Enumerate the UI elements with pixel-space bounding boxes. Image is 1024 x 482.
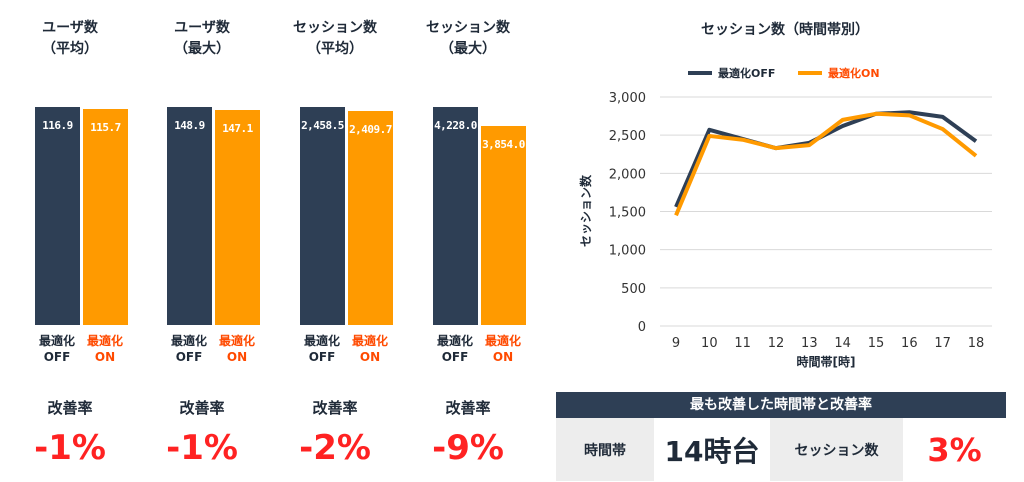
bar-label-off-line1: 最適化 <box>170 334 207 348</box>
summary-time-label: 時間帯 <box>556 418 654 481</box>
kpi-title-line1: ユーザ数 <box>174 20 230 36</box>
rate-label: 改善率 <box>312 399 358 417</box>
summary-metric-value: 3% <box>903 418 1006 481</box>
bar-off-value: 148.9 <box>174 119 205 132</box>
bar-label-on: 最適化 ON <box>346 333 394 365</box>
kpi-title: ユーザ数 （最大） <box>142 18 262 60</box>
x-tick-label: 12 <box>768 336 785 351</box>
rate-value: -2% <box>299 428 371 468</box>
y-axis-label: セッション数 <box>578 174 593 247</box>
rate-label: 改善率 <box>445 399 491 417</box>
bar-off-value: 4,228.0 <box>434 119 477 132</box>
bar-label-on-line2: ON <box>94 350 116 364</box>
x-tick-label: 10 <box>701 336 718 351</box>
x-tick-label: 14 <box>834 336 851 351</box>
series-line <box>674 110 978 208</box>
x-tick-label: 11 <box>734 336 751 351</box>
bar-label-on: 最適化 ON <box>479 333 527 365</box>
summary-metric-label: セッション数 <box>770 418 903 481</box>
kpi-title: ユーザ数 （平均） <box>10 18 130 60</box>
bar-on: 2,409.7 <box>348 111 393 325</box>
bar-off: 4,228.0 <box>433 107 478 325</box>
bar-label-on-line1: 最適化 <box>351 334 388 348</box>
x-tick-label: 13 <box>801 336 818 351</box>
kpi-title-line2: （最大） <box>174 41 230 57</box>
x-axis-label: 時間帯[時] <box>797 354 856 369</box>
x-tick-label: 18 <box>968 336 985 351</box>
x-tick-label: 16 <box>901 336 918 351</box>
kpi-title-line1: セッション数 <box>426 20 510 36</box>
session-line-chart: セッション数（時間帯別） 最適化OFF 最適化ON 0 500 1,000 1,500 2,0… <box>578 21 992 369</box>
bar-off: 116.9 <box>35 107 80 325</box>
bar-off: 2,458.5 <box>300 107 345 325</box>
bar-off-value: 2,458.5 <box>301 119 344 132</box>
bar-on: 115.7 <box>83 109 128 325</box>
bar-off: 148.9 <box>167 107 212 325</box>
bar-on-value: 2,409.7 <box>349 123 392 136</box>
summary-time-value: 14時台 <box>654 418 770 481</box>
bar-label-on-line2: ON <box>492 350 514 364</box>
y-tick-label: 0 <box>638 320 646 335</box>
kpi-title-line2: （最大） <box>440 41 496 57</box>
bar-label-on-line1: 最適化 <box>86 334 123 348</box>
bar-label-on-line1: 最適化 <box>484 334 521 348</box>
series-line <box>674 111 978 217</box>
legend-label: 最適化ON <box>828 66 880 80</box>
bar-label-on-line1: 最適化 <box>218 334 255 348</box>
bar-label-off: 最適化 OFF <box>33 333 81 365</box>
bar-label-on: 最適化 ON <box>81 333 129 365</box>
bar-label-on-line2: ON <box>226 350 248 364</box>
bar-label-on: 最適化 ON <box>213 333 261 365</box>
kpi-title-line1: セッション数 <box>293 20 377 36</box>
x-tick-label: 17 <box>934 336 951 351</box>
bar-on-value: 147.1 <box>222 122 253 135</box>
bar-label-off-line2: OFF <box>308 350 336 364</box>
rate-value: -9% <box>432 428 504 468</box>
kpi-title-line2: （平均） <box>42 41 98 57</box>
kpi-panel: セッション数 （最大） 4,228.0 3,854.0 最適化 OFF 最適化 … <box>408 0 528 482</box>
bar-label-off-line2: OFF <box>43 350 71 364</box>
kpi-panel: ユーザ数 （平均） 116.9 115.7 最適化 OFF 最適化 ON 改善率… <box>10 0 130 482</box>
kpi-title: セッション数 （最大） <box>408 18 528 60</box>
bar-on: 3,854.0 <box>481 126 526 325</box>
y-tick-label: 500 <box>621 282 646 297</box>
bar-on-value: 3,854.0 <box>482 138 525 151</box>
rate-value: -1% <box>34 428 106 468</box>
x-tick-label: 15 <box>868 336 885 351</box>
bar-label-off: 最適化 OFF <box>431 333 479 365</box>
y-tick-label: 3,000 <box>609 91 646 106</box>
bar-label-off-line2: OFF <box>175 350 203 364</box>
bar-label-off-line1: 最適化 <box>436 334 473 348</box>
bar-label-on-line2: ON <box>359 350 381 364</box>
bar-on: 147.1 <box>215 110 260 325</box>
bar-label-off-line1: 最適化 <box>303 334 340 348</box>
y-tick-label: 1,500 <box>609 206 646 221</box>
rate-label: 改善率 <box>179 399 225 417</box>
summary-header: 最も改善した時間帯と改善率 <box>556 392 1006 418</box>
y-tick-label: 2,500 <box>609 129 646 144</box>
x-tick-label: 9 <box>672 336 680 351</box>
bar-on-value: 115.7 <box>90 121 121 134</box>
kpi-title-line2: （平均） <box>307 41 363 57</box>
kpi-title-line1: ユーザ数 <box>42 20 98 36</box>
kpi-title: セッション数 （平均） <box>275 18 395 60</box>
rate-value: -1% <box>166 428 238 468</box>
bar-off-value: 116.9 <box>42 119 73 132</box>
bar-label-off: 最適化 OFF <box>165 333 213 365</box>
y-tick-label: 1,000 <box>609 244 646 259</box>
bar-label-off-line1: 最適化 <box>38 334 75 348</box>
y-tick-label: 2,000 <box>609 167 646 182</box>
bar-label-off: 最適化 OFF <box>298 333 346 365</box>
bar-label-off-line2: OFF <box>441 350 469 364</box>
kpi-panel: セッション数 （平均） 2,458.5 2,409.7 最適化 OFF 最適化 … <box>275 0 395 482</box>
legend-label: 最適化OFF <box>718 66 775 80</box>
chart-title: セッション数（時間帯別） <box>701 21 869 38</box>
kpi-panel: ユーザ数 （最大） 148.9 147.1 最適化 OFF 最適化 ON 改善率… <box>142 0 262 482</box>
rate-label: 改善率 <box>47 399 93 417</box>
